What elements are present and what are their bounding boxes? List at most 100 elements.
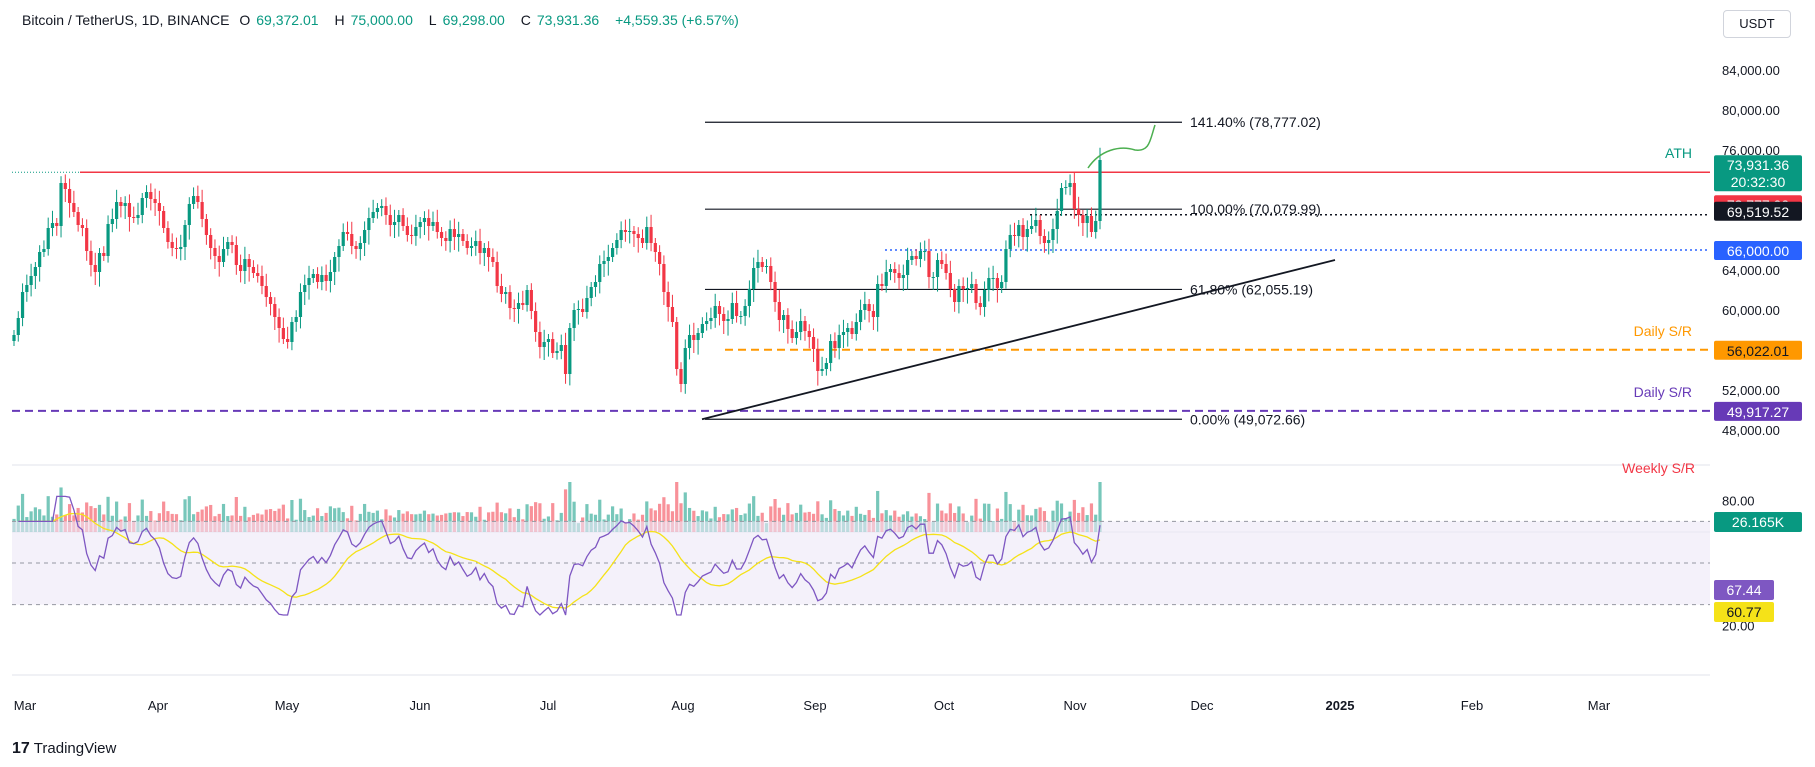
candle [59,183,63,226]
candle [410,235,414,236]
tradingview-logo-text: TradingView [33,740,117,757]
prev-close-tag-text: 69,519.52 [1727,204,1789,220]
volume-bar [183,499,187,532]
volume-bar [799,504,803,532]
candle [534,311,538,332]
candle [1098,160,1102,221]
volume-bar [495,502,499,532]
volume-bar [1059,503,1064,532]
candle [867,304,871,311]
candle [628,231,632,232]
volume-bar [982,503,987,532]
candle [905,260,910,275]
candle [80,225,85,228]
candle [948,273,952,289]
candle [713,306,717,318]
candle [89,251,93,265]
candle [666,292,670,307]
candle [512,308,516,309]
candle [110,219,114,224]
candle [392,222,397,225]
candle [974,284,978,303]
candle [1000,282,1004,288]
candle [559,345,563,351]
candle [354,246,358,249]
candle [529,290,533,311]
candle [474,241,478,246]
candle [893,269,897,273]
candle [722,314,726,321]
volume-bar [995,508,999,532]
volume-bar [187,496,191,532]
volume-bar [277,508,281,532]
candle [598,264,602,282]
candle [970,284,974,288]
candle [448,229,452,241]
candle [102,253,106,256]
candle [521,303,525,305]
currency-button[interactable]: USDT [1723,10,1791,38]
time-axis-tick: Jun [410,698,431,713]
volume-bar [987,503,991,532]
volume-bar [662,497,666,532]
volume-bar [315,508,320,532]
candle [692,335,696,340]
candle [756,262,760,268]
volume-bar [268,509,273,532]
time-axis-tick: Mar [14,698,37,713]
candle [72,203,76,212]
candle [623,230,628,232]
candle [794,332,799,338]
candle [897,273,901,278]
candle [837,335,841,348]
volume-bar [957,506,961,532]
volume-bar [140,499,144,532]
candle [333,257,337,272]
candle [290,322,294,342]
volume-bar [59,487,63,532]
volume-bar [563,489,568,532]
candle [422,218,427,222]
last-price-tag-text: 20:32:30 [1731,174,1786,190]
candle [645,227,649,243]
volume-bar [508,508,512,532]
candle [315,274,320,282]
volume-bar [97,504,102,532]
fib-level-label: 141.40% (78,777.02) [1190,114,1321,130]
volume-bar [1098,482,1102,532]
candle [572,310,576,328]
rsi-ma-value-tag [1714,602,1774,622]
volume-bar [333,508,337,532]
candle [213,248,217,256]
volume-bar [243,506,247,532]
candle [196,196,200,202]
daily-sr-tag-text: 49,917.27 [1727,404,1789,420]
candle [683,348,687,384]
candle [106,224,110,256]
candle [435,222,439,232]
candle [799,321,803,332]
candle [914,256,918,259]
candle [200,202,204,219]
daily-sr-label: Daily S/R [1634,384,1692,400]
daily-sr-tag-text: 56,022.01 [1727,343,1789,359]
volume-bar [734,507,739,532]
last-price-tag [1714,155,1802,192]
volume-bar [1008,504,1012,532]
candle [444,238,448,241]
volume-bar [1021,504,1025,532]
candle [918,251,923,259]
candle [1021,225,1025,237]
volume-bar [298,498,303,532]
price-axis-tick: 64,000.00 [1722,263,1780,278]
candle [576,309,580,310]
candle [546,339,551,342]
candle [850,328,854,334]
candle [705,321,709,324]
tradingview-logo[interactable]: 17 TradingView [12,740,116,758]
candle [585,298,589,312]
fib-level-label: 0.00% (49,072.66) [1190,411,1305,427]
candle [298,292,303,317]
candle [991,278,995,279]
